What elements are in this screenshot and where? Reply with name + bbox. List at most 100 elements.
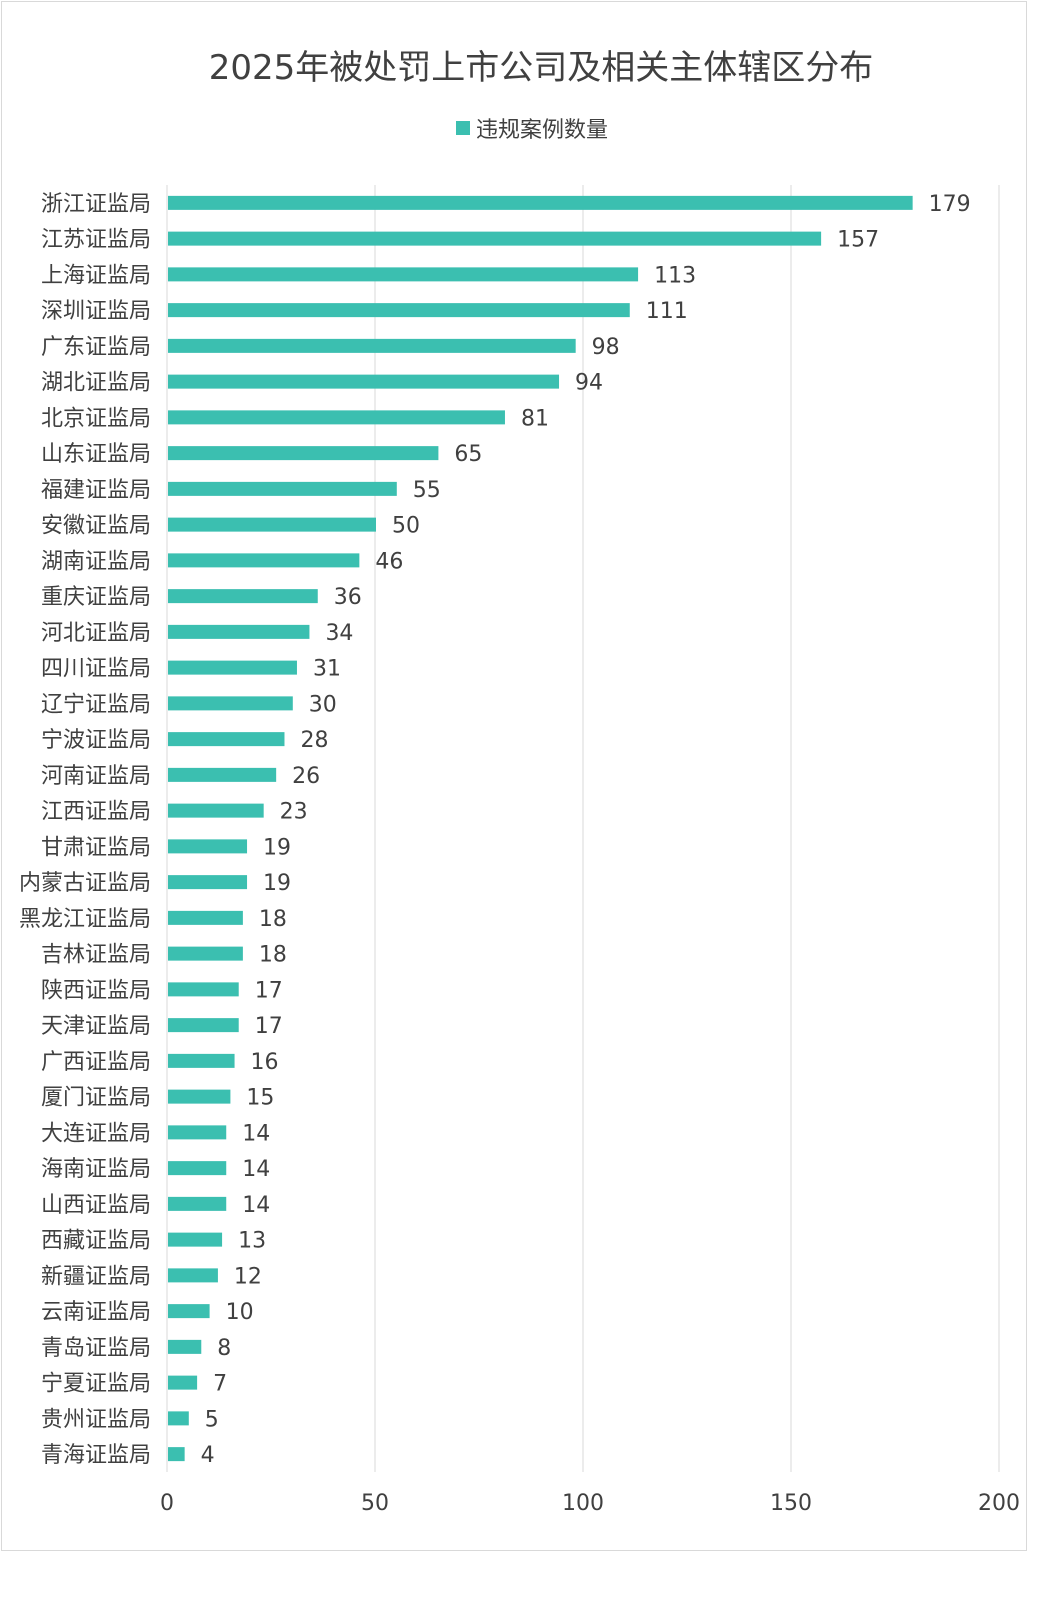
data-label: 18 (259, 943, 287, 968)
category-label: 山西证监局 (41, 1193, 151, 1218)
category-label: 辽宁证监局 (41, 692, 151, 717)
bar (168, 1161, 227, 1176)
data-label: 19 (263, 835, 291, 860)
category-label: 黑龙江证监局 (19, 907, 151, 932)
category-label: 广西证监局 (41, 1050, 151, 1075)
bar (168, 1447, 185, 1462)
category-label: 西藏证监局 (41, 1229, 151, 1254)
category-label: 海南证监局 (41, 1157, 151, 1182)
bar (168, 767, 277, 782)
data-label: 113 (654, 263, 696, 288)
category-label: 新疆证监局 (41, 1264, 151, 1289)
category-label: 内蒙古证监局 (19, 871, 151, 896)
bar (168, 946, 243, 961)
bar (168, 589, 318, 604)
x-tick-label: 50 (361, 1491, 389, 1516)
category-label: 青海证监局 (41, 1443, 151, 1468)
category-label: 广东证监局 (41, 335, 151, 360)
data-label: 14 (242, 1157, 270, 1182)
bar (168, 803, 264, 818)
bar (168, 624, 310, 639)
category-label: 湖北证监局 (41, 371, 151, 396)
data-label: 26 (292, 764, 320, 789)
bar (168, 553, 360, 568)
data-label: 179 (929, 192, 971, 217)
bar (168, 982, 239, 997)
data-label: 81 (521, 406, 549, 431)
category-label: 四川证监局 (41, 657, 151, 682)
category-label: 湖南证监局 (41, 549, 151, 574)
category-label: 福建证监局 (41, 478, 151, 503)
data-label: 94 (575, 371, 603, 396)
category-label: 河南证监局 (41, 764, 151, 789)
data-label: 8 (217, 1336, 231, 1361)
x-tick-label: 100 (562, 1491, 604, 1516)
bar (168, 517, 376, 532)
data-label: 19 (263, 871, 291, 896)
bar (168, 1018, 239, 1033)
data-label: 14 (242, 1121, 270, 1146)
data-label: 7 (213, 1372, 227, 1397)
bar (168, 1339, 202, 1354)
x-tick-label: 200 (978, 1491, 1020, 1516)
bar (168, 195, 913, 210)
bar (168, 1304, 210, 1319)
bar (168, 910, 243, 925)
category-label: 宁夏证监局 (41, 1372, 151, 1397)
category-label: 上海证监局 (41, 263, 151, 288)
bar (168, 481, 397, 496)
data-label: 5 (205, 1407, 219, 1432)
category-label: 深圳证监局 (41, 299, 151, 324)
bar (168, 1125, 227, 1140)
category-label: 天津证监局 (41, 1014, 151, 1039)
category-label: 厦门证监局 (41, 1086, 151, 1111)
bar (168, 374, 560, 389)
category-label: 青岛证监局 (41, 1336, 151, 1361)
bar (168, 1411, 189, 1426)
data-label: 111 (646, 299, 688, 324)
data-label: 46 (375, 549, 403, 574)
bar (168, 839, 248, 854)
legend-swatch (456, 121, 470, 135)
bar (168, 231, 822, 246)
data-label: 157 (837, 228, 879, 253)
data-label: 13 (238, 1229, 266, 1254)
bar (168, 1375, 198, 1390)
category-label: 大连证监局 (41, 1121, 151, 1146)
category-label: 江苏证监局 (41, 228, 151, 253)
data-label: 55 (413, 478, 441, 503)
bar (168, 1089, 231, 1104)
bar (168, 410, 505, 425)
category-label: 北京证监局 (41, 406, 151, 431)
data-label: 50 (392, 514, 420, 539)
bar (168, 732, 285, 747)
data-label: 17 (255, 1014, 283, 1039)
bar (168, 875, 248, 890)
bar (168, 267, 639, 282)
category-label: 浙江证监局 (41, 192, 151, 217)
category-label: 山东证监局 (41, 442, 151, 467)
data-label: 4 (201, 1443, 215, 1468)
bar (168, 696, 293, 711)
data-label: 65 (454, 442, 482, 467)
legend: 违规案例数量 (456, 112, 608, 144)
category-label: 云南证监局 (41, 1300, 151, 1325)
category-label: 甘肃证监局 (41, 835, 151, 860)
legend-label: 违规案例数量 (476, 118, 609, 143)
category-label: 贵州证监局 (41, 1407, 151, 1432)
category-label: 河北证监局 (41, 621, 151, 646)
category-label: 江西证监局 (41, 800, 151, 825)
data-label: 16 (251, 1050, 279, 1075)
category-label: 宁波证监局 (41, 728, 151, 753)
bar (168, 1268, 218, 1283)
bar (168, 303, 630, 318)
category-label: 安徽证监局 (41, 514, 151, 539)
data-label: 23 (280, 800, 308, 825)
bar (168, 338, 576, 353)
data-label: 17 (255, 978, 283, 1003)
data-label: 15 (246, 1086, 274, 1111)
data-label: 36 (334, 585, 362, 610)
x-tick-label: 150 (770, 1491, 812, 1516)
bar (168, 1053, 235, 1068)
